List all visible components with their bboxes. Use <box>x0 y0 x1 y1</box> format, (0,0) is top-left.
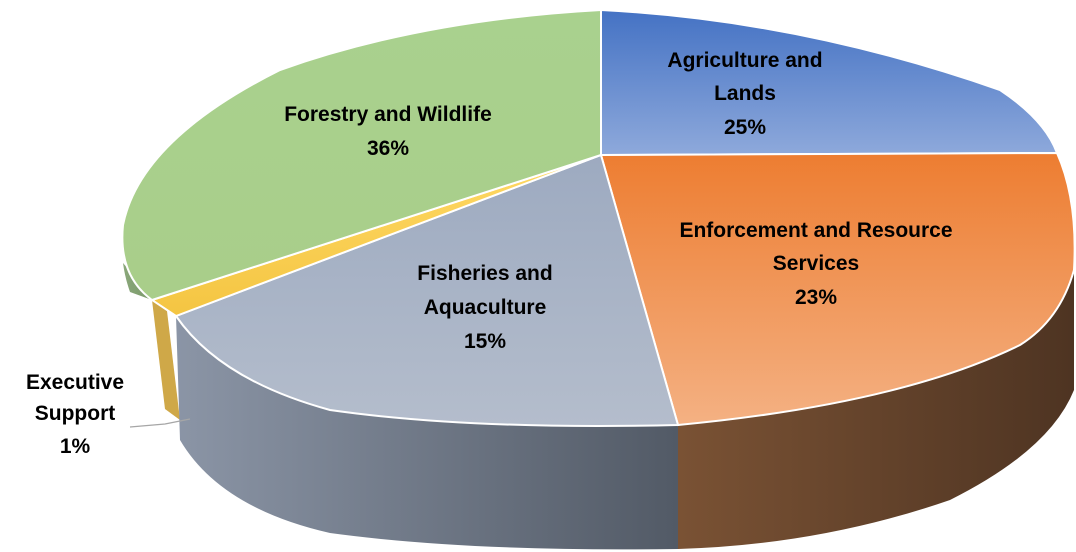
slice-side-fisheries <box>176 316 678 550</box>
label-enforcement-pct: 23% <box>795 286 837 309</box>
label-executive-line2: Support <box>35 402 115 425</box>
label-agriculture-line1: Agriculture and <box>667 49 822 72</box>
slice-side-enforcement <box>678 270 1074 549</box>
label-executive-line1: Executive <box>26 371 124 394</box>
slice-enforcement <box>599 151 1076 427</box>
label-enforcement-line2: Services <box>773 252 859 275</box>
label-fisheries: Fisheries and Aquaculture 15% <box>417 262 552 353</box>
label-agriculture: Agriculture and Lands 25% <box>667 49 822 139</box>
label-executive: Executive Support 1% <box>26 371 124 458</box>
slice-side-executive <box>152 300 180 420</box>
label-agriculture-pct: 25% <box>724 116 766 139</box>
label-forestry-pct: 36% <box>367 137 409 160</box>
label-forestry-line1: Forestry and Wildlife <box>284 103 492 126</box>
label-forestry: Forestry and Wildlife 36% <box>284 103 492 160</box>
label-fisheries-pct: 15% <box>464 330 506 353</box>
label-fisheries-line2: Aquaculture <box>424 296 547 319</box>
executive-leader-line <box>129 418 191 428</box>
slice-fisheries <box>174 153 680 427</box>
label-enforcement-line1: Enforcement and Resource <box>679 219 952 242</box>
label-agriculture-line2: Lands <box>714 82 776 105</box>
slice-forestry <box>121 8 602 302</box>
label-enforcement: Enforcement and Resource Services 23% <box>679 219 952 309</box>
label-fisheries-line1: Fisheries and <box>417 262 552 285</box>
slice-agriculture <box>600 8 1059 157</box>
label-executive-pct: 1% <box>60 435 91 458</box>
